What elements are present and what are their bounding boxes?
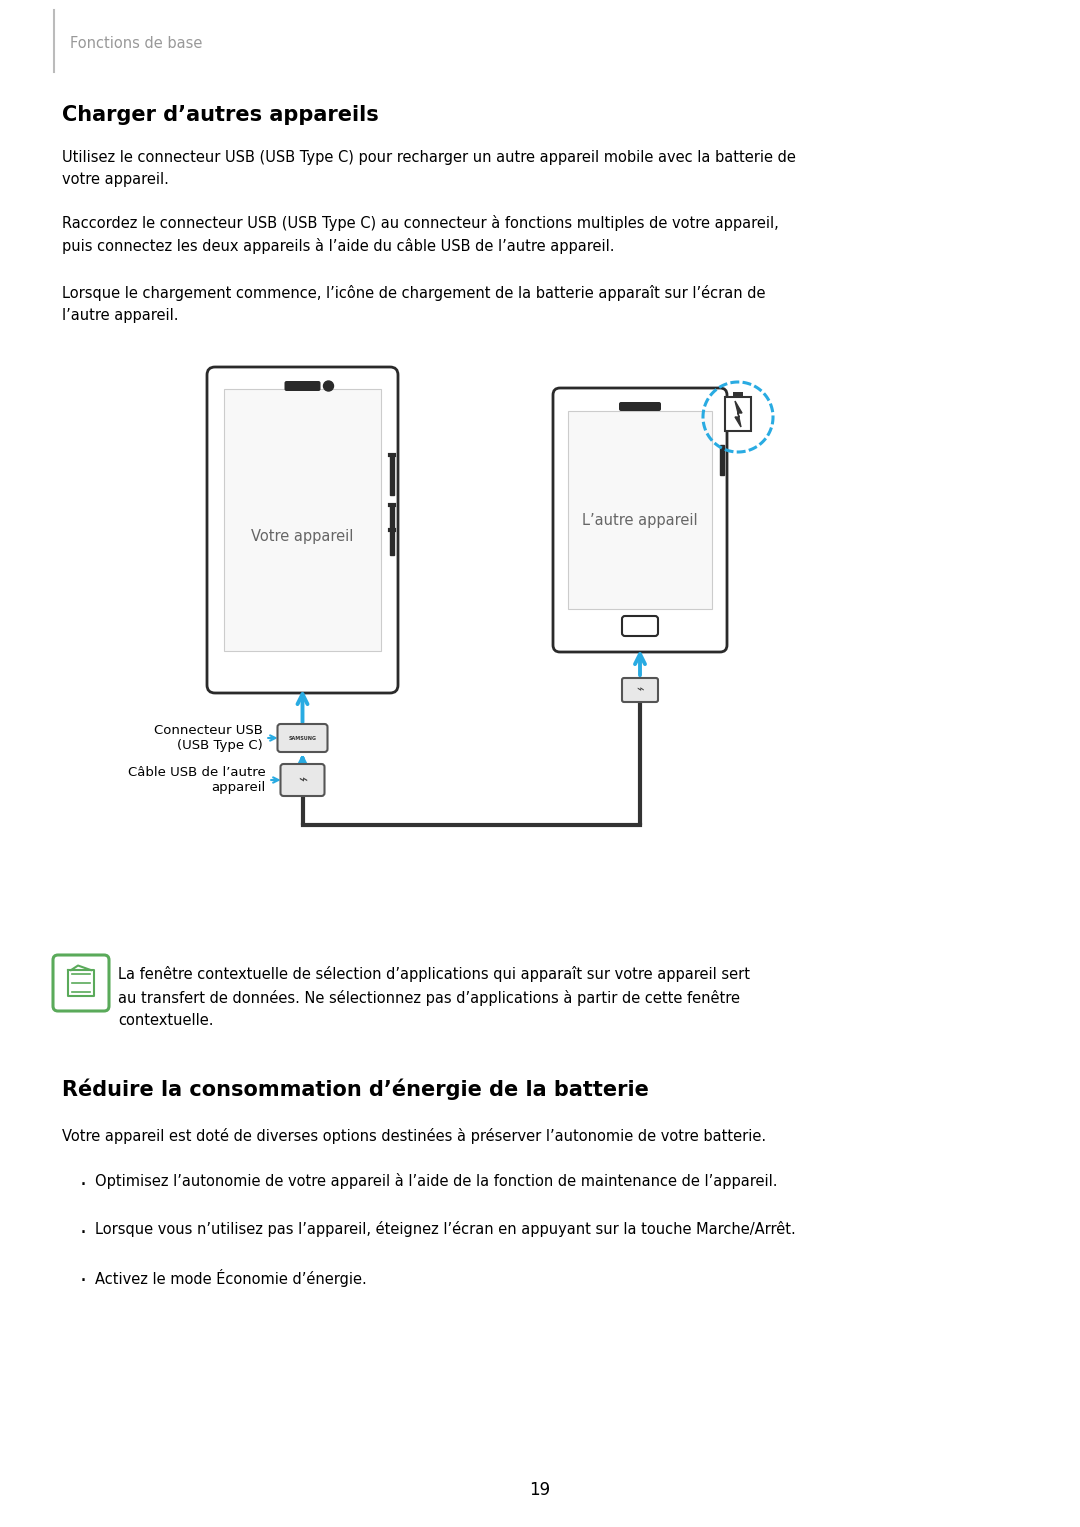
FancyBboxPatch shape (284, 382, 321, 391)
Text: Lorsque le chargement commence, l’icône de chargement de la batterie apparaît su: Lorsque le chargement commence, l’icône … (62, 286, 766, 322)
FancyBboxPatch shape (619, 402, 661, 411)
Text: L’autre appareil: L’autre appareil (582, 513, 698, 527)
Circle shape (324, 382, 334, 391)
Polygon shape (735, 402, 742, 428)
FancyBboxPatch shape (53, 954, 109, 1011)
Bar (733, 392, 743, 397)
Text: ·: · (80, 1174, 87, 1196)
Text: ·: · (80, 1270, 87, 1290)
Bar (725, 397, 751, 431)
Bar (390, 530, 394, 554)
Text: Connecteur USB
(USB Type C): Connecteur USB (USB Type C) (153, 724, 275, 751)
Text: Câble USB de l’autre
appareil: Câble USB de l’autre appareil (127, 767, 279, 794)
Text: La fenêtre contextuelle de sélection d’applications qui apparaît sur votre appar: La fenêtre contextuelle de sélection d’a… (118, 967, 750, 1028)
Text: Activez le mode Économie d’énergie.: Activez le mode Économie d’énergie. (95, 1269, 367, 1287)
Text: Réduire la consommation d’énergie de la batterie: Réduire la consommation d’énergie de la … (62, 1078, 649, 1099)
FancyBboxPatch shape (622, 615, 658, 637)
Text: 19: 19 (529, 1481, 551, 1500)
Text: Raccordez le connecteur USB (USB Type C) au connecteur à fonctions multiples de : Raccordez le connecteur USB (USB Type C)… (62, 215, 779, 253)
Text: Lorsque vous n’utilisez pas l’appareil, éteignez l’écran en appuyant sur la touc: Lorsque vous n’utilisez pas l’appareil, … (95, 1222, 796, 1237)
FancyBboxPatch shape (553, 388, 727, 652)
Text: Votre appareil: Votre appareil (252, 528, 353, 544)
Bar (720, 444, 724, 475)
Text: ⌁: ⌁ (298, 773, 307, 788)
FancyBboxPatch shape (278, 724, 327, 751)
Text: Charger d’autres appareils: Charger d’autres appareils (62, 105, 379, 125)
Text: ·: · (80, 1223, 87, 1243)
Text: Votre appareil est doté de diverses options destinées à préserver l’autonomie de: Votre appareil est doté de diverses opti… (62, 1128, 766, 1144)
Text: Fonctions de base: Fonctions de base (70, 37, 202, 52)
Text: ⌁: ⌁ (636, 684, 644, 696)
Bar (390, 505, 394, 530)
Text: SAMSUNG: SAMSUNG (288, 736, 316, 741)
Text: Optimisez l’autonomie de votre appareil à l’aide de la fonction de maintenance d: Optimisez l’autonomie de votre appareil … (95, 1173, 778, 1190)
Bar (390, 455, 394, 495)
FancyBboxPatch shape (568, 411, 712, 609)
FancyBboxPatch shape (224, 389, 381, 651)
Text: Utilisez le connecteur USB (USB Type C) pour recharger un autre appareil mobile : Utilisez le connecteur USB (USB Type C) … (62, 150, 796, 186)
FancyBboxPatch shape (622, 678, 658, 702)
FancyBboxPatch shape (207, 366, 399, 693)
FancyBboxPatch shape (281, 764, 324, 796)
